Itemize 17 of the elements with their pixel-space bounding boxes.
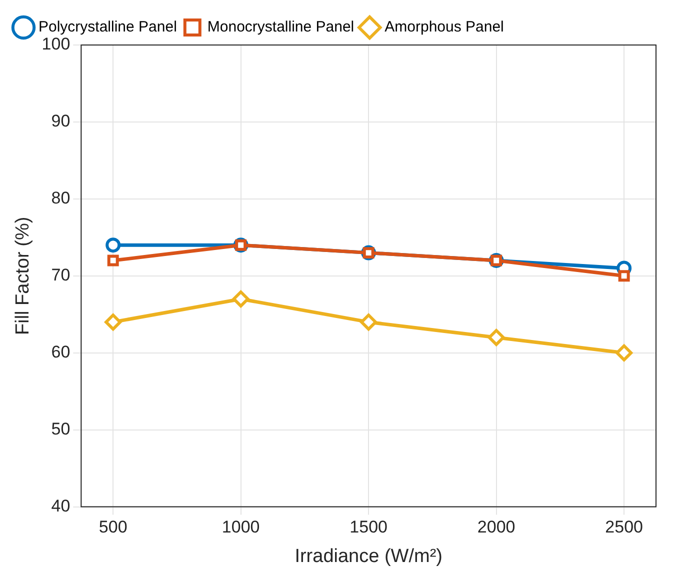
x-tick-label: 1500 — [350, 518, 388, 537]
x-tick-label: 2000 — [477, 518, 516, 537]
y-axis-title: Fill Factor (%) — [12, 216, 34, 336]
y-tick-label: 70 — [51, 266, 70, 285]
x-axis-title: Irradiance (W/m²) — [294, 546, 442, 567]
x-tick-label: 500 — [98, 518, 128, 537]
legend-label: Amorphous Panel — [384, 18, 504, 36]
legend-label: Monocrystalline Panel — [207, 18, 354, 36]
y-tick-label: 100 — [42, 34, 70, 54]
y-tick-label: 80 — [51, 188, 70, 208]
y-tick-label: 40 — [51, 496, 70, 516]
x-tick-label: 1000 — [222, 518, 260, 537]
y-tick-label: 60 — [51, 342, 70, 362]
x-tick-label: 2500 — [605, 518, 643, 537]
legend-label: Polycrystalline Panel — [38, 18, 177, 36]
y-tick-label: 50 — [51, 420, 70, 439]
y-tick-label: 90 — [51, 112, 70, 131]
